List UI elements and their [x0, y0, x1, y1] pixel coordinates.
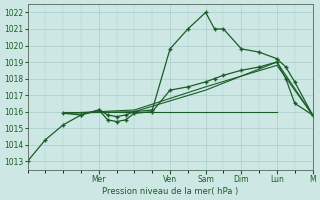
- X-axis label: Pression niveau de la mer( hPa ): Pression niveau de la mer( hPa ): [102, 187, 238, 196]
